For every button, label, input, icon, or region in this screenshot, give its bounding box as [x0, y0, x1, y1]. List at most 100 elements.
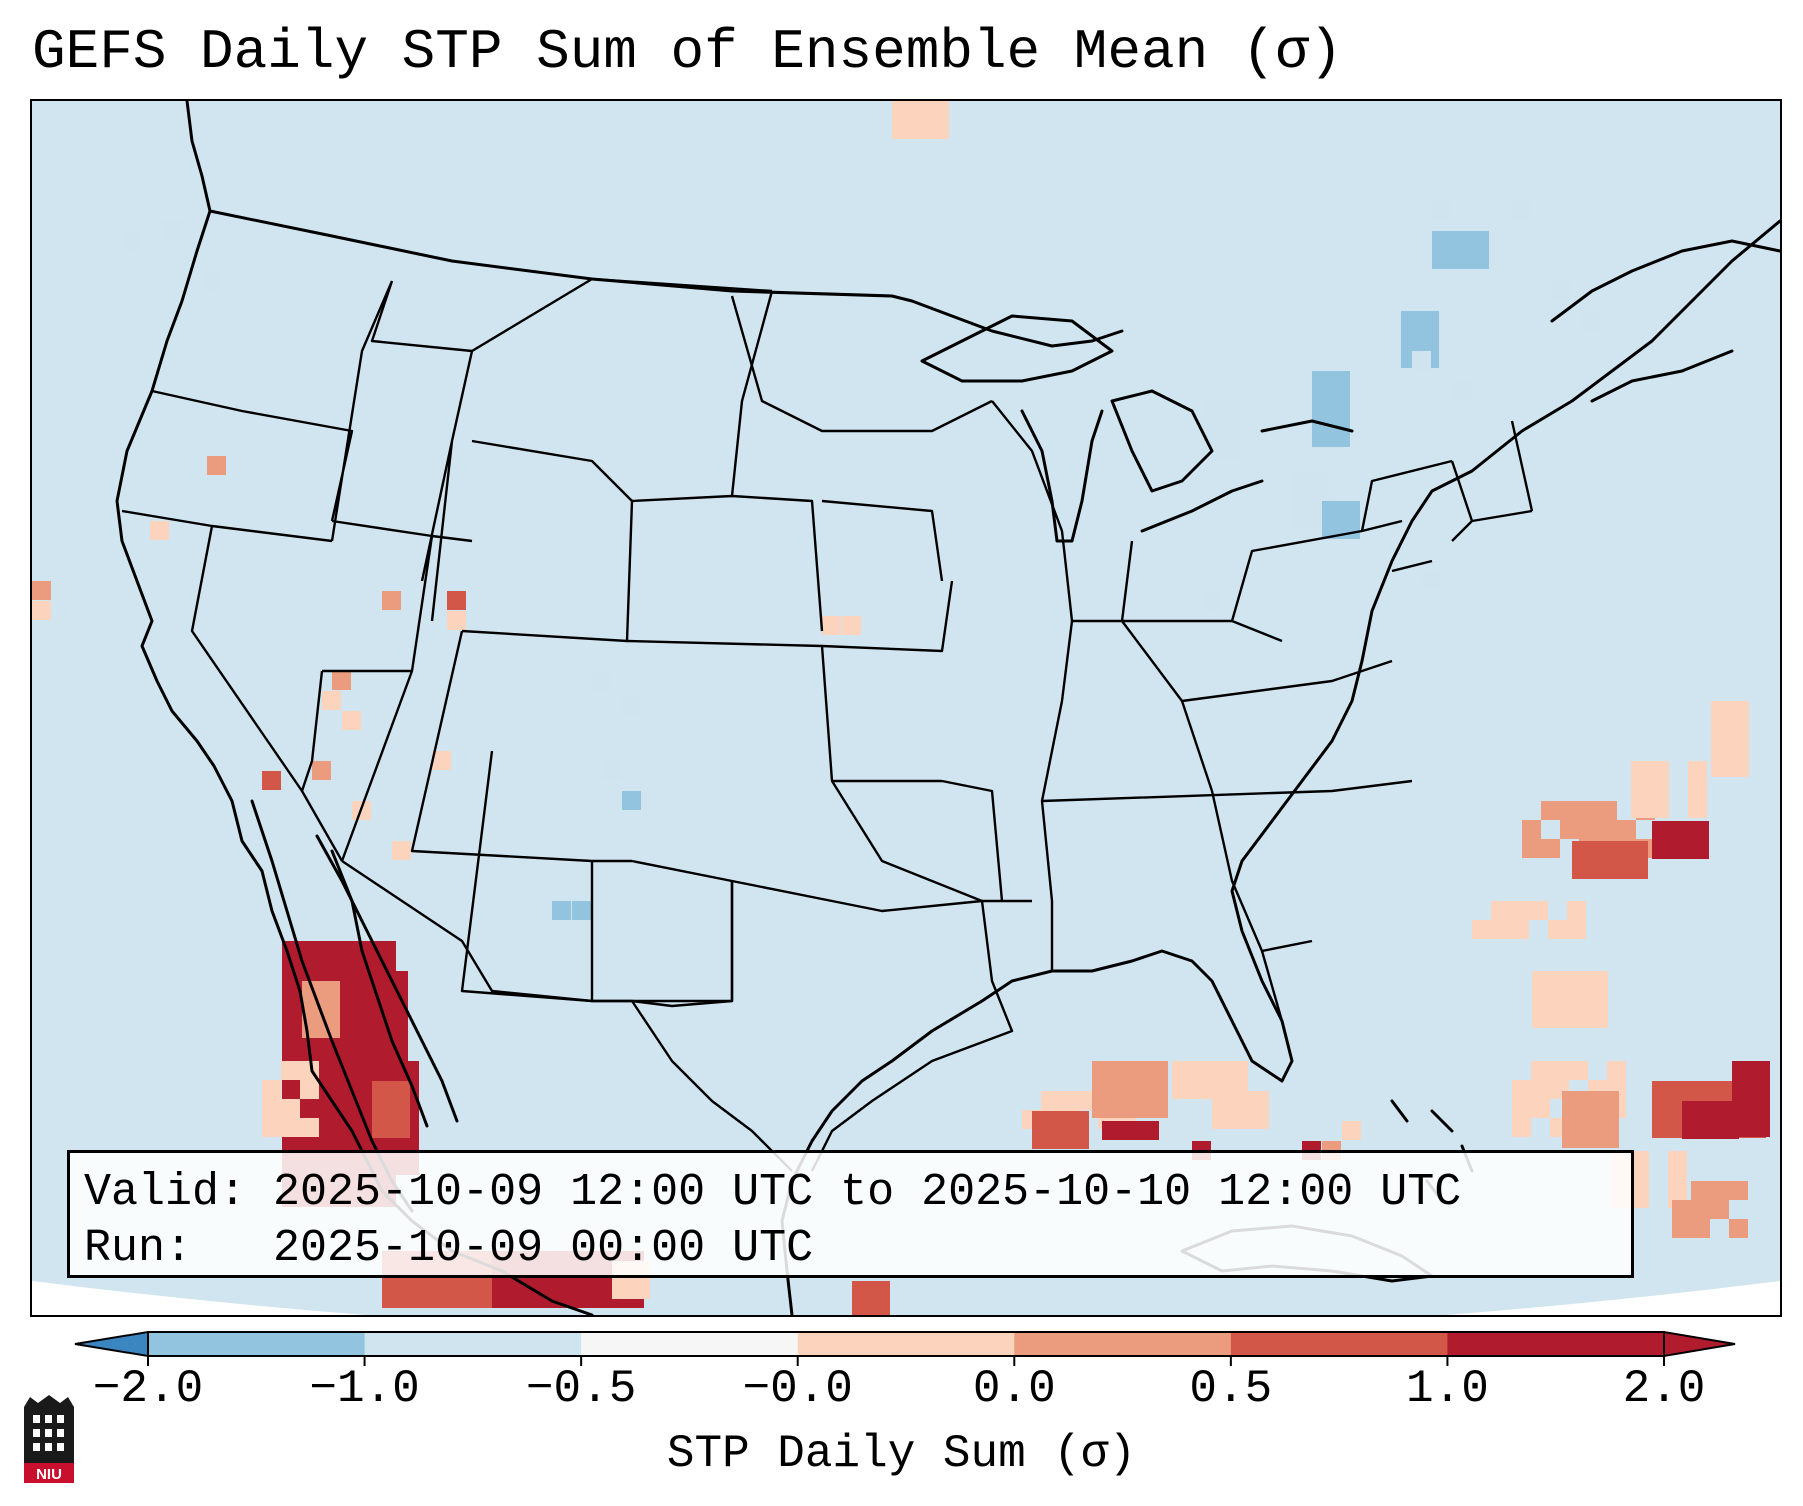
gulf-of-california-coast — [315, 834, 459, 1123]
map-canvas[interactable] — [32, 101, 1780, 1315]
stp-cell — [362, 1061, 381, 1080]
stp-cell — [1652, 1119, 1671, 1138]
stp-cell — [1202, 420, 1221, 439]
stp-cell — [1688, 761, 1707, 780]
stp-cell — [1202, 591, 1221, 610]
stp-cell — [391, 1119, 410, 1138]
stp-cell — [1102, 1121, 1121, 1140]
lake-michigan — [1020, 409, 1104, 543]
stp-cell — [1412, 351, 1431, 370]
stp-cell — [202, 271, 221, 290]
stp-cell — [1551, 971, 1570, 990]
stp-cell — [122, 231, 141, 250]
stp-cell — [1607, 1061, 1626, 1080]
stp-cell — [842, 616, 861, 635]
stp-cell — [332, 1123, 351, 1142]
stp-cell — [552, 901, 571, 920]
stp-cell — [1070, 1111, 1089, 1130]
stp-cell — [1111, 1061, 1130, 1080]
stp-cell — [1617, 820, 1636, 839]
colorbar-outline — [147, 1331, 1665, 1357]
stp-cell — [1652, 1100, 1671, 1119]
stp-cell — [1291, 509, 1310, 528]
valid-time-line: Valid: 2025-10-09 12:00 UTC to 2025-10-1… — [84, 1167, 1462, 1218]
stp-cell — [1221, 420, 1240, 439]
stp-cell — [1532, 971, 1551, 990]
colorbar-tick-label: −1.0 — [309, 1363, 420, 1415]
svg-text:NIU: NIU — [36, 1466, 62, 1483]
stp-cell — [1191, 1080, 1210, 1099]
stp-cell — [1732, 1099, 1751, 1118]
stp-cell — [312, 761, 331, 780]
stp-cell — [301, 941, 320, 960]
stp-cell — [1512, 201, 1531, 220]
stp-cell — [401, 1289, 420, 1308]
stp-cell — [1149, 1099, 1168, 1118]
stp-cell — [631, 1280, 650, 1299]
stp-cell — [1522, 839, 1541, 858]
colorbar-label: STP Daily Sum (σ) — [666, 1428, 1137, 1480]
stp-cell — [1291, 471, 1310, 490]
stp-cell — [911, 101, 930, 120]
stp-cell — [1682, 1120, 1701, 1139]
stp-cell — [1581, 1091, 1600, 1110]
stp-cell — [587, 1289, 606, 1308]
stp-cell — [1629, 841, 1648, 860]
stp-cell — [1650, 761, 1669, 780]
stp-cell — [1668, 1170, 1687, 1189]
stp-cell — [282, 1036, 301, 1055]
stp-cell — [1229, 1061, 1248, 1080]
stp-cell — [530, 1289, 549, 1308]
colorbar-segment — [1014, 1332, 1232, 1356]
stp-cell — [370, 1028, 389, 1047]
stp-cell — [1092, 1061, 1111, 1080]
stp-cell — [511, 1289, 530, 1308]
stp-cell — [1570, 971, 1589, 990]
stp-cell — [351, 1009, 370, 1028]
stp-cell — [892, 120, 911, 139]
stp-cell — [1541, 801, 1560, 820]
stp-cell — [1032, 1130, 1051, 1149]
stp-cell — [1491, 920, 1510, 939]
stp-cell — [1732, 1061, 1751, 1080]
stp-cell — [1070, 1130, 1089, 1149]
stp-cell — [1312, 428, 1331, 447]
stp-cell — [1550, 1061, 1569, 1080]
stp-cell — [1562, 1110, 1581, 1129]
stp-cell — [1570, 990, 1589, 1009]
stp-cell — [1432, 231, 1451, 250]
map-panel[interactable] — [30, 99, 1782, 1317]
stp-cell — [1630, 1151, 1649, 1170]
stp-cell — [1221, 439, 1240, 458]
stp-cell — [1522, 820, 1541, 839]
stp-cell — [389, 1009, 408, 1028]
stp-cell — [372, 1100, 391, 1119]
stp-cell — [1432, 250, 1451, 269]
stp-cell — [1691, 1219, 1710, 1238]
stp-cell — [568, 1289, 587, 1308]
colorbar-tick-label: 1.0 — [1406, 1363, 1489, 1415]
stp-cell — [301, 1036, 320, 1055]
stp-cell — [1051, 1130, 1070, 1149]
stp-cell — [1432, 201, 1451, 220]
stp-cell — [332, 671, 351, 690]
stp-cell — [1701, 1120, 1720, 1139]
stp-cell — [1212, 1091, 1231, 1110]
stp-cell — [1691, 1181, 1710, 1200]
stp-cell — [1140, 1121, 1159, 1140]
colorbar-tick-label: −2.0 — [92, 1363, 204, 1415]
stp-cell — [1751, 1061, 1770, 1080]
stp-cell — [1672, 1219, 1691, 1238]
stp-cell — [622, 696, 641, 715]
stp-cell — [477, 1289, 496, 1308]
stp-cell — [1610, 841, 1629, 860]
stp-cell — [1331, 390, 1350, 409]
stp-cell — [321, 1000, 340, 1019]
stp-cell — [1420, 311, 1439, 330]
stp-cell — [342, 711, 361, 730]
stp-cell — [351, 971, 370, 990]
stp-cell — [320, 941, 339, 960]
stp-cell — [207, 456, 226, 475]
stp-cell — [1331, 409, 1350, 428]
stp-cell — [1631, 761, 1650, 780]
